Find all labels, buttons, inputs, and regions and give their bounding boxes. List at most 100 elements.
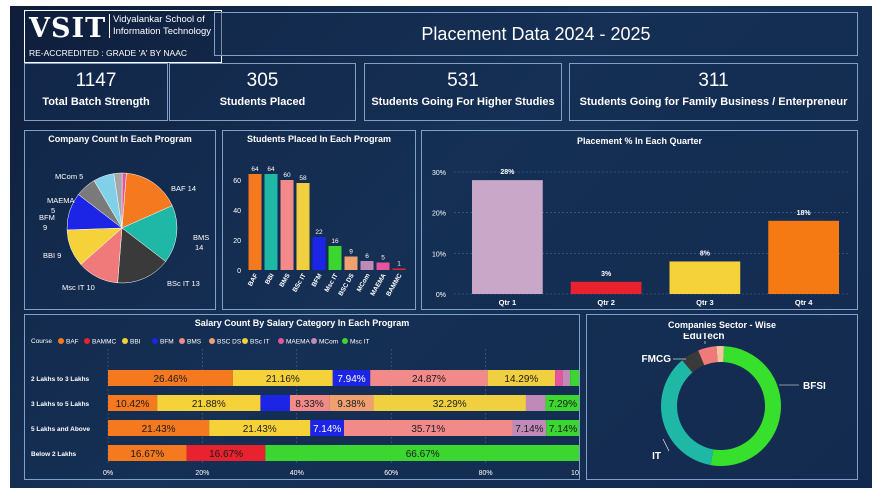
x-tick-label: 40% (290, 470, 304, 477)
bar-segment (260, 395, 290, 411)
legend-label: BAF (66, 339, 79, 346)
bar-data-label: 9 (349, 249, 353, 256)
bar-segment (546, 420, 579, 436)
donut-slice (716, 346, 724, 363)
dashboard: VSIT Vidyalankar School of Information T… (10, 6, 872, 488)
kpi-card-students-placed: 305 Students Placed (169, 63, 356, 121)
x-tick-label: BFM (311, 273, 324, 289)
x-tick-label: Qtr 4 (795, 298, 813, 307)
bar-segment (232, 370, 333, 386)
institute-name-line1: Vidyalankar School of (113, 14, 205, 25)
bar-segment (332, 370, 371, 386)
accreditation-text: RE-ACCREDITED : GRADE 'A' BY NAAC (29, 48, 188, 58)
quarter-placement-bar-chart: 0% 10% 20% 30% 28% Qtr 1 3% Qtr 2 8% Qtr 3 18% Qtr … (432, 169, 849, 307)
bar-segment (329, 395, 374, 411)
segment-data-label: 7.14% (515, 424, 543, 435)
bar-segment (562, 370, 571, 386)
y-tick-label: 20% (432, 211, 446, 218)
legend-label: BFM (160, 339, 174, 346)
y-category-label: 5 Lakhs and Above (31, 426, 90, 433)
bar-segment (310, 420, 344, 436)
segment-data-label: 8.33% (295, 399, 323, 410)
bar (392, 268, 406, 270)
x-tick-label: BSc IT (292, 272, 308, 293)
bar-data-label: 16 (331, 238, 339, 245)
kpi-value: 305 (246, 70, 279, 91)
legend-marker (58, 338, 64, 344)
kpi-value: 311 (698, 70, 729, 91)
bar-segment (289, 395, 330, 411)
bar-segment (555, 370, 563, 386)
segment-data-label: 21.43% (142, 424, 176, 435)
bar-data-label: 64 (267, 166, 275, 173)
legend-marker (242, 338, 248, 344)
donut-label: IT (652, 451, 661, 462)
y-category-label: 2 Lakhs to 3 Lakhs (31, 376, 90, 383)
segment-data-label: 10.42% (116, 399, 150, 410)
y-category-label: Below 2 Lakhs (31, 451, 77, 458)
segment-data-label: 7.29% (549, 399, 577, 410)
x-tick-label: 80% (479, 470, 493, 477)
legend-marker (311, 338, 317, 344)
pie-label: MAEMA (47, 196, 75, 205)
x-tick-label: Qtr 2 (597, 298, 615, 307)
segment-data-label: 21.43% (243, 424, 277, 435)
bar-segment (344, 420, 513, 436)
pie-label: 14 (195, 243, 203, 252)
pie-label: BFM (39, 213, 55, 222)
segment-data-label: 7.14% (549, 424, 577, 435)
x-tick-label: BMS (278, 272, 292, 289)
chart-title: Company Count In Each Program (48, 134, 192, 144)
bar-data-label: 58 (299, 175, 307, 182)
x-tick-label: BBI (264, 272, 276, 285)
pie-label: MCom 5 (55, 172, 83, 181)
segment-data-label: 9.38% (337, 399, 365, 410)
legend-marker (122, 338, 128, 344)
bar-segment (487, 370, 556, 386)
company-count-panel: Company Count In Each Program BAF 14 BMS 1… (24, 130, 216, 310)
bar-data-label: 8% (700, 250, 711, 257)
legend-label: BAMMC (92, 339, 117, 346)
title-panel: Placement Data 2024 - 2025 (214, 12, 858, 56)
bar-data-label: 60 (283, 172, 291, 179)
y-tick-label: 60 (233, 178, 241, 185)
bar (312, 237, 326, 270)
bar (248, 174, 262, 270)
bar-data-label: 64 (251, 166, 259, 173)
kpi-card-family-business: 311 Students Going for Family Business /… (569, 63, 858, 121)
pie-label: BMS (193, 233, 209, 242)
kpi-value: 1147 (75, 70, 117, 91)
segment-data-label: 16.67% (209, 449, 243, 460)
donut-label: EduTech (683, 333, 724, 342)
legend-marker (179, 338, 185, 344)
x-tick-label: Msc IT (324, 272, 340, 293)
bar (280, 180, 294, 270)
bar-segment (108, 420, 210, 436)
legend-label: MAEMA (286, 339, 311, 346)
kpi-card-total-batch: 1147 Total Batch Strength (24, 63, 168, 121)
bar (472, 180, 543, 294)
legend-marker (278, 338, 284, 344)
x-tick-label: 20% (195, 470, 209, 477)
segment-data-label: 24.87% (412, 374, 446, 385)
bar-segment (570, 370, 579, 386)
segment-data-label: 32.29% (433, 399, 467, 410)
bar (376, 262, 390, 270)
chart-title: Students Placed In Each Program (246, 134, 392, 144)
segment-data-label: 21.16% (266, 374, 300, 385)
bar-segment (265, 445, 579, 461)
bar-segment (209, 420, 311, 436)
y-tick-label: 0 (237, 268, 241, 275)
leader-line (662, 438, 670, 452)
legend-label: MCom (319, 339, 338, 346)
segment-data-label: 7.14% (313, 424, 341, 435)
bar-segment (545, 395, 579, 411)
legend-marker (84, 338, 90, 344)
kpi-card-higher-studies: 531 Students Going For Higher Studies (364, 63, 562, 121)
bar-data-label: 6 (365, 253, 369, 260)
segment-data-label: 14.29% (504, 374, 538, 385)
pie-slice (117, 227, 166, 284)
pie-label: BAF 14 (171, 184, 196, 193)
x-tick-label: 60% (384, 470, 398, 477)
segment-data-label: 16.67% (130, 449, 164, 460)
